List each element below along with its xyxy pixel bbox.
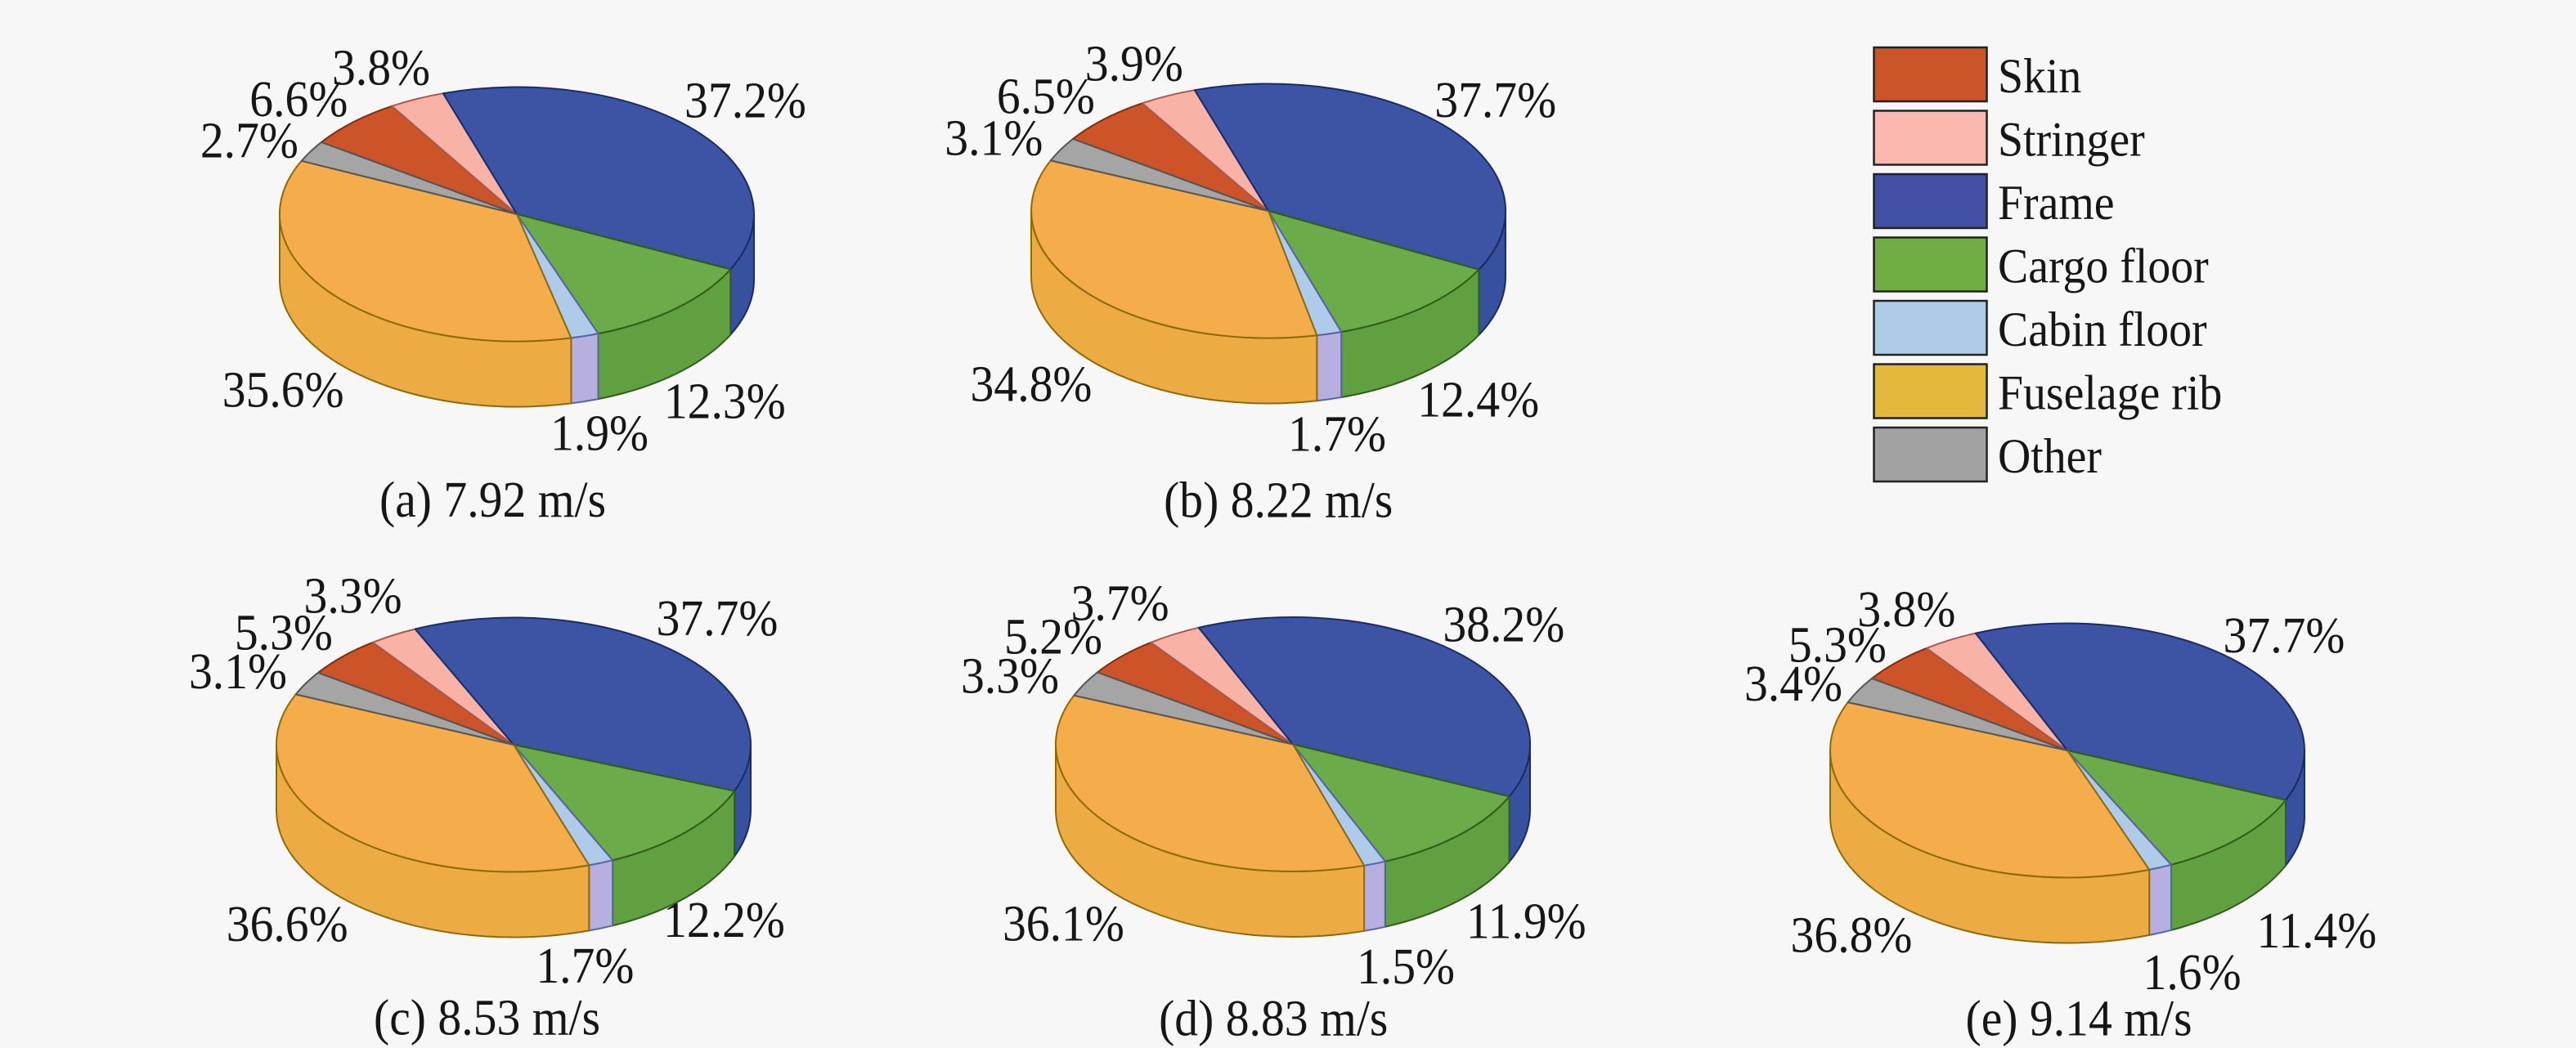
svg-text:Other: Other: [1998, 428, 2102, 483]
svg-text:5.3%: 5.3%: [235, 605, 333, 661]
svg-text:11.9%: 11.9%: [1466, 893, 1586, 949]
svg-text:1.9%: 1.9%: [550, 405, 648, 460]
svg-text:1.7%: 1.7%: [536, 938, 634, 993]
svg-text:37.7%: 37.7%: [2224, 607, 2345, 663]
svg-text:Cabin floor: Cabin floor: [1998, 302, 2207, 356]
svg-text:36.8%: 36.8%: [1791, 907, 1913, 963]
svg-text:6.6%: 6.6%: [249, 71, 348, 127]
svg-text:37.2%: 37.2%: [684, 73, 806, 128]
svg-text:(a) 7.92 m/s: (a) 7.92 m/s: [379, 472, 606, 527]
svg-text:12.4%: 12.4%: [1417, 372, 1539, 428]
svg-text:Frame: Frame: [1998, 175, 2115, 230]
svg-text:37.7%: 37.7%: [1434, 72, 1556, 128]
svg-text:3.3%: 3.3%: [961, 648, 1059, 704]
svg-text:37.7%: 37.7%: [657, 590, 779, 646]
svg-text:3.9%: 3.9%: [1085, 36, 1183, 92]
svg-text:(c) 8.53 m/s: (c) 8.53 m/s: [374, 989, 600, 1045]
svg-text:1.6%: 1.6%: [2143, 944, 2242, 1000]
svg-text:2.7%: 2.7%: [200, 113, 298, 168]
svg-text:Cargo floor: Cargo floor: [1998, 239, 2209, 293]
svg-text:6.5%: 6.5%: [997, 68, 1095, 123]
svg-text:1.7%: 1.7%: [1288, 406, 1386, 462]
svg-text:12.3%: 12.3%: [664, 374, 786, 429]
svg-text:3.8%: 3.8%: [332, 39, 430, 95]
svg-text:36.1%: 36.1%: [1003, 896, 1124, 952]
svg-text:3.4%: 3.4%: [1744, 656, 1842, 711]
svg-text:38.2%: 38.2%: [1443, 597, 1564, 652]
svg-text:3.1%: 3.1%: [945, 110, 1043, 165]
svg-text:3.3%: 3.3%: [304, 567, 402, 623]
svg-text:3.7%: 3.7%: [1071, 576, 1169, 631]
svg-text:Stringer: Stringer: [1998, 112, 2145, 167]
svg-text:5.2%: 5.2%: [1004, 609, 1102, 665]
svg-text:1.5%: 1.5%: [1357, 938, 1455, 994]
svg-text:35.6%: 35.6%: [222, 362, 344, 418]
svg-text:3.8%: 3.8%: [1857, 581, 1955, 637]
svg-text:(d) 8.83 m/s: (d) 8.83 m/s: [1159, 991, 1388, 1046]
svg-text:34.8%: 34.8%: [971, 356, 1093, 412]
svg-text:Skin: Skin: [1998, 48, 2081, 103]
svg-text:5.3%: 5.3%: [1788, 617, 1887, 673]
svg-text:11.4%: 11.4%: [2257, 902, 2377, 958]
svg-text:Fuselage rib: Fuselage rib: [1998, 365, 2222, 420]
svg-text:3.1%: 3.1%: [189, 643, 287, 699]
svg-text:36.6%: 36.6%: [227, 896, 348, 952]
svg-text:(b) 8.22 m/s: (b) 8.22 m/s: [1164, 472, 1393, 528]
svg-text:(e) 9.14 m/s: (e) 9.14 m/s: [1966, 991, 2192, 1046]
svg-text:12.2%: 12.2%: [663, 892, 785, 947]
